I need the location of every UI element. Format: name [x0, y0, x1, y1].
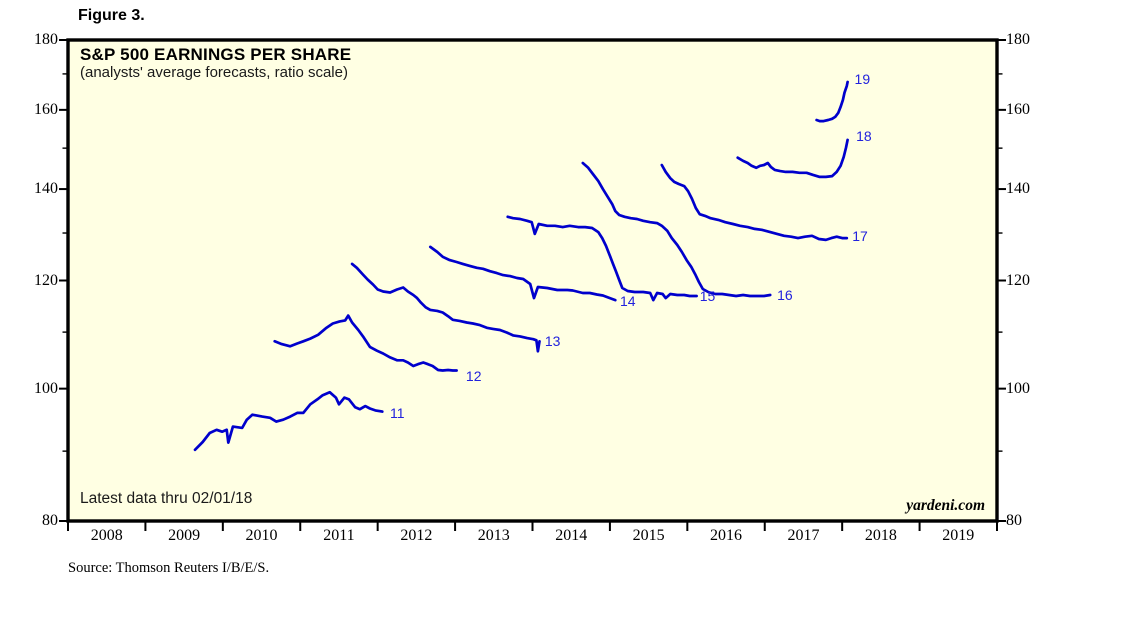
y-axis-label-right-140: 140 — [1006, 180, 1030, 198]
y-axis-label-right-80: 80 — [1006, 512, 1022, 529]
x-axis-label-2013: 2013 — [477, 527, 510, 544]
series-line-11 — [193, 390, 384, 452]
x-axis-label-2009: 2009 — [168, 527, 201, 544]
source-line: Source: Thomson Reuters I/B/E/S. — [68, 560, 270, 576]
x-axis-label-2014: 2014 — [555, 527, 588, 544]
x-axis-label-2016: 2016 — [710, 527, 743, 544]
series-label-11: 11 — [390, 404, 405, 421]
y-axis-label-left-120: 120 — [34, 271, 58, 289]
y-axis-label-right-160: 160 — [1006, 100, 1030, 118]
x-axis-label-2012: 2012 — [400, 527, 433, 544]
series-line-12 — [273, 314, 458, 372]
y-axis-label-left-100: 100 — [34, 379, 58, 397]
x-axis-label-2018: 2018 — [864, 527, 897, 544]
series-line-18 — [736, 138, 849, 179]
series-label-16: 16 — [777, 287, 793, 303]
x-axis-label-2015: 2015 — [632, 527, 665, 544]
y-axis-label-right-100: 100 — [1006, 379, 1030, 397]
x-axis-label-2017: 2017 — [787, 527, 820, 544]
x-axis-label-2008: 2008 — [90, 527, 123, 544]
chart-subtitle: (analysts' average forecasts, ratio scal… — [80, 64, 348, 81]
y-axis-label-left-180: 180 — [34, 31, 58, 48]
y-axis-label-left-80: 80 — [42, 512, 58, 529]
chart-title: S&P 500 EARNINGS PER SHARE — [80, 45, 352, 64]
y-axis-label-right-120: 120 — [1006, 271, 1030, 289]
latest-data-note: Latest data thru 02/01/18 — [80, 490, 253, 507]
series-label-15: 15 — [699, 288, 716, 305]
series-label-14: 14 — [619, 293, 636, 310]
series-label-12: 12 — [465, 367, 482, 384]
series-line-15 — [506, 215, 698, 302]
series-line-14 — [428, 245, 617, 302]
series-label-19: 19 — [854, 71, 871, 88]
series-line-17 — [660, 163, 849, 242]
plot-area — [66, 38, 999, 523]
series-label-18: 18 — [856, 128, 872, 144]
x-axis-label-2011: 2011 — [323, 527, 355, 544]
series-line-16 — [581, 161, 772, 298]
series-label-17: 17 — [852, 227, 868, 244]
y-axis-label-right-180: 180 — [1006, 31, 1030, 48]
watermark-yardeni: yardeni.com — [906, 497, 985, 514]
x-axis-label-2010: 2010 — [245, 527, 278, 544]
y-axis-label-left-140: 140 — [34, 180, 58, 198]
y-axis-label-left-160: 160 — [34, 100, 58, 118]
figure-label: Figure 3. — [78, 7, 145, 24]
x-axis-label-2019: 2019 — [942, 527, 975, 544]
series-line-13 — [350, 262, 541, 353]
series-line-19 — [815, 80, 849, 123]
series-label-13: 13 — [544, 332, 561, 349]
